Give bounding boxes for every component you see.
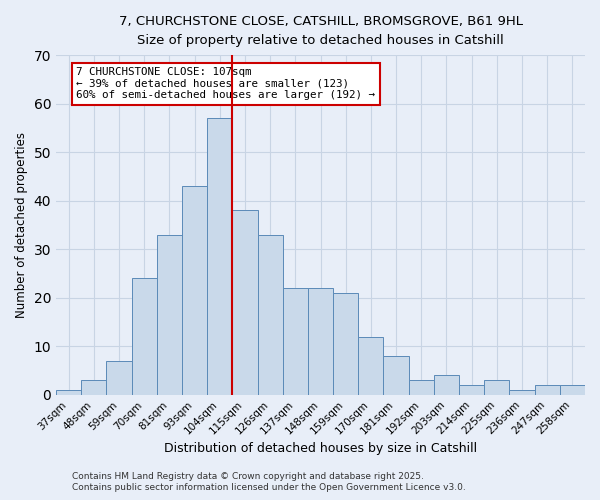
Bar bbox=[257, 234, 283, 394]
Bar bbox=[333, 293, 358, 394]
Bar bbox=[484, 380, 509, 394]
Text: Contains HM Land Registry data © Crown copyright and database right 2025.
Contai: Contains HM Land Registry data © Crown c… bbox=[72, 472, 466, 492]
Bar bbox=[232, 210, 257, 394]
Bar bbox=[56, 390, 81, 394]
Title: 7, CHURCHSTONE CLOSE, CATSHILL, BROMSGROVE, B61 9HL
Size of property relative to: 7, CHURCHSTONE CLOSE, CATSHILL, BROMSGRO… bbox=[119, 15, 523, 47]
Bar bbox=[283, 288, 308, 395]
Bar bbox=[509, 390, 535, 394]
X-axis label: Distribution of detached houses by size in Catshill: Distribution of detached houses by size … bbox=[164, 442, 477, 455]
Bar bbox=[207, 118, 232, 394]
Bar bbox=[157, 234, 182, 394]
Text: 7 CHURCHSTONE CLOSE: 107sqm
← 39% of detached houses are smaller (123)
60% of se: 7 CHURCHSTONE CLOSE: 107sqm ← 39% of det… bbox=[76, 67, 375, 100]
Bar bbox=[383, 356, 409, 395]
Bar bbox=[106, 361, 131, 394]
Bar bbox=[459, 385, 484, 394]
Bar bbox=[81, 380, 106, 394]
Bar bbox=[131, 278, 157, 394]
Bar bbox=[182, 186, 207, 394]
Bar bbox=[308, 288, 333, 395]
Bar bbox=[358, 336, 383, 394]
Bar bbox=[560, 385, 585, 394]
Bar bbox=[535, 385, 560, 394]
Y-axis label: Number of detached properties: Number of detached properties bbox=[15, 132, 28, 318]
Bar bbox=[409, 380, 434, 394]
Bar bbox=[434, 376, 459, 394]
